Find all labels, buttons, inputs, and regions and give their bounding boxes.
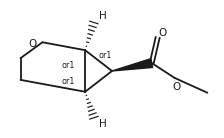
Text: H: H [99, 10, 107, 21]
Polygon shape [112, 59, 153, 71]
Text: or1: or1 [98, 51, 112, 60]
Text: H: H [99, 119, 107, 129]
Text: O: O [159, 28, 167, 38]
Text: or1: or1 [62, 77, 75, 86]
Text: or1: or1 [62, 61, 75, 70]
Text: O: O [28, 39, 37, 49]
Text: O: O [172, 82, 181, 92]
